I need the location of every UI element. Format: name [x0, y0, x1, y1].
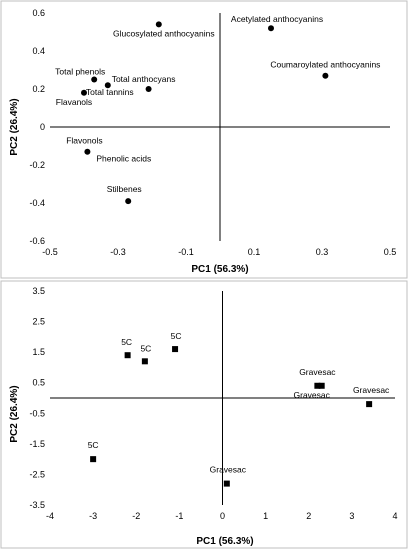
x-tick-label: 0.5 — [384, 247, 397, 257]
y-tick-label: -0.5 — [29, 408, 45, 418]
loading-plot-frame — [0, 0, 408, 279]
y-tick-label: 0.6 — [32, 8, 45, 18]
y-tick-label: -3.5 — [29, 500, 45, 510]
data-point — [104, 82, 111, 89]
y-tick-label: 0.4 — [32, 46, 45, 56]
point-label: Total tannins — [86, 87, 134, 97]
data-point — [84, 148, 91, 155]
point-label: 5C — [121, 337, 132, 347]
score-plot-x-label: PC1 (56.3%) — [196, 536, 253, 547]
x-tick-label: 0 — [220, 511, 225, 521]
data-point — [125, 198, 132, 205]
point-label: Gravesac — [210, 465, 247, 475]
score-plot-point-labels: 5C 5C 5C 5C Gravesac Gravesac Gravesac Gravesac — [88, 331, 390, 475]
point-label: Gravesac — [299, 367, 336, 377]
data-point — [366, 401, 373, 408]
data-point — [223, 480, 230, 487]
data-point — [268, 25, 274, 32]
data-point — [81, 89, 87, 96]
loading-plot-x-label: PC1 (56.3%) — [191, 264, 248, 275]
point-label: Stilbenes — [107, 184, 142, 194]
data-point — [318, 382, 325, 389]
data-point — [141, 358, 148, 365]
data-point — [90, 456, 97, 463]
y-tick-label: -0.6 — [29, 236, 45, 246]
y-tick-label: -0.2 — [29, 160, 45, 170]
y-tick-label: -1.5 — [29, 439, 45, 449]
point-label: 5C — [88, 440, 99, 450]
y-tick-label: 0 — [40, 122, 45, 132]
loading-plot-point-labels: Glucosylated anthocyanins Acetylated anth… — [55, 14, 380, 194]
y-tick-label: 1.5 — [32, 347, 45, 357]
loading-plot-y-ticks: 0.6 0.4 0.2 0 -0.2 -0.4 -0.6 — [29, 8, 45, 246]
data-point — [145, 86, 152, 92]
point-label: Glucosylated anthocyanins — [113, 28, 215, 38]
x-tick-label: 3 — [349, 511, 354, 521]
point-label: 5C — [171, 331, 182, 341]
x-tick-label: -0.3 — [110, 247, 126, 257]
point-label: Flavanols — [56, 97, 92, 107]
point-label: Gravesac — [294, 390, 331, 400]
y-tick-label: 0.2 — [32, 84, 45, 94]
score-plot-y-ticks: 3.5 2.5 1.5 0.5 -0.5 -1.5 -2.5 -3.5 — [29, 286, 45, 510]
score-plot-panel: 3.5 2.5 1.5 0.5 -0.5 -1.5 -2.5 -3.5 -4 -3 -2 -1 0 1 2… — [0, 280, 408, 549]
point-label: Phenolic acids — [96, 154, 151, 164]
point-label: Total anthocyans — [112, 74, 176, 84]
x-tick-label: -0.5 — [42, 247, 58, 257]
point-label: 5C — [140, 343, 151, 353]
score-plot-x-ticks: -4 -3 -2 -1 0 1 2 3 4 — [46, 511, 398, 521]
loading-plot-x-ticks: -0.5 -0.3 -0.1 0.1 0.3 0.5 — [42, 247, 396, 257]
loading-plot-y-label: PC2 (26.4%) — [9, 98, 20, 155]
y-tick-label: 3.5 — [32, 286, 45, 296]
x-tick-label: -2 — [132, 511, 140, 521]
score-plot-points — [90, 346, 373, 487]
y-tick-label: 0.5 — [32, 378, 45, 388]
point-label: Total phenols — [55, 67, 105, 77]
point-label: Acetylated anthocyanins — [231, 14, 323, 24]
data-point — [172, 346, 179, 353]
x-tick-label: 1 — [263, 511, 268, 521]
loading-plot-panel: 0.6 0.4 0.2 0 -0.2 -0.4 -0.6 -0.5 -0.3 -0.1 0.1 0.… — [0, 0, 408, 279]
point-label: Coumaroylated anthocyanins — [270, 60, 380, 70]
y-tick-label: 2.5 — [32, 317, 45, 327]
y-tick-label: -2.5 — [29, 469, 45, 479]
data-point — [322, 72, 329, 79]
data-point — [91, 76, 98, 83]
x-tick-label: -1 — [175, 511, 183, 521]
score-plot-y-label: PC2 (26.4%) — [9, 385, 20, 442]
data-point — [314, 382, 321, 389]
x-tick-label: -0.1 — [178, 247, 194, 257]
y-tick-label: -0.4 — [29, 198, 45, 208]
x-tick-label: 4 — [392, 511, 397, 521]
x-tick-label: -4 — [46, 511, 54, 521]
data-point — [155, 21, 162, 28]
loading-plot-points — [81, 21, 329, 205]
x-tick-label: -3 — [89, 511, 97, 521]
data-point — [124, 352, 131, 359]
x-tick-label: 0.1 — [248, 247, 261, 257]
score-plot-frame — [0, 280, 408, 549]
point-label: Gravesac — [353, 385, 390, 395]
x-tick-label: 2 — [306, 511, 311, 521]
point-label: Flavonols — [66, 136, 102, 146]
x-tick-label: 0.3 — [316, 247, 329, 257]
